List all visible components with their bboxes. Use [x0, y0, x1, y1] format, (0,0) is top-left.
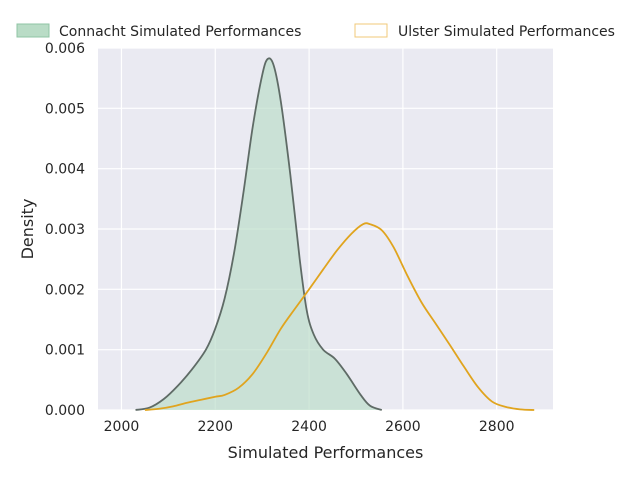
legend-swatch-connacht — [16, 23, 50, 38]
legend-label-connacht: Connacht Simulated Performances — [59, 24, 301, 40]
legend: Connacht Simulated Performances Ulster S… — [16, 23, 615, 40]
x-tick-label-3: 2600 — [385, 419, 421, 435]
series-line-0 — [135, 57, 383, 411]
y-tick-label-2: 0.002 — [45, 282, 85, 298]
y-tick-label-5: 0.005 — [45, 101, 85, 117]
x-tick-label-2: 2400 — [291, 419, 327, 435]
y-tick-label-4: 0.004 — [45, 162, 85, 178]
x-tick-label-1: 2200 — [197, 419, 233, 435]
y-tick-label-6: 0.006 — [45, 41, 85, 57]
x-tick-label-4: 2800 — [479, 419, 515, 435]
legend-label-ulster: Ulster Simulated Performances — [398, 24, 615, 40]
y-tick-label-0: 0.000 — [45, 403, 85, 419]
series — [135, 57, 535, 411]
y-axis-label: Density — [18, 199, 37, 260]
series-line-1 — [144, 222, 535, 411]
tick-labels: 2000 2200 2400 2600 2800 0.000 0.001 0.002 0.003… — [45, 41, 515, 435]
y-tick-label-3: 0.003 — [45, 222, 85, 238]
x-axis-label: Simulated Performances — [228, 443, 424, 462]
series-area-0 — [135, 58, 382, 411]
y-tick-label-1: 0.001 — [45, 343, 85, 359]
grid — [98, 47, 553, 411]
x-tick-label-0: 2000 — [104, 419, 140, 435]
legend-swatch-ulster — [354, 23, 388, 38]
